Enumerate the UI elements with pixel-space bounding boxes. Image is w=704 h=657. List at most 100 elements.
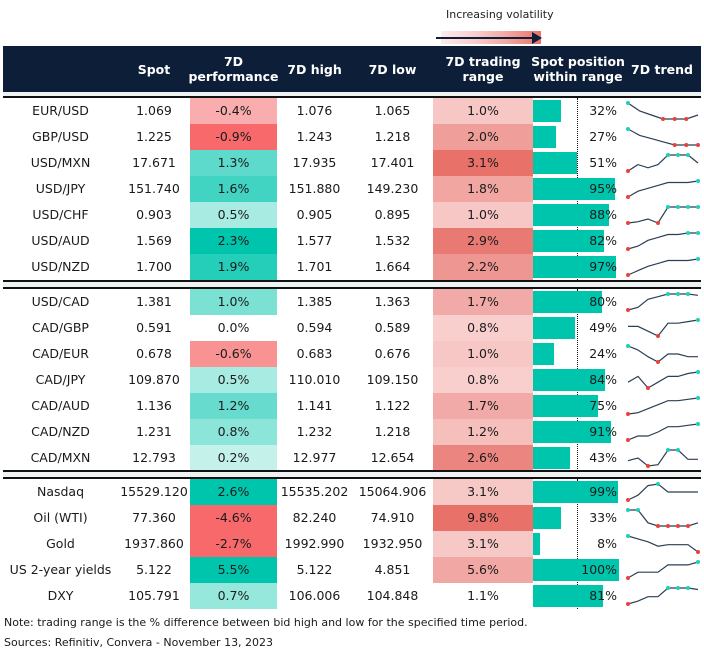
spot-position-bar xyxy=(533,559,619,581)
spot-position-bar xyxy=(533,421,611,443)
performance-value: 0.0% xyxy=(217,320,250,335)
header-7d-high: 7D high xyxy=(277,46,352,92)
spot-position-bar xyxy=(533,291,602,313)
sparkline-path xyxy=(627,397,699,415)
low-value: 15064.906 xyxy=(358,484,427,499)
performance-value: 2.3% xyxy=(217,233,250,248)
high-value: 12.977 xyxy=(292,450,337,465)
high-value: 1.141 xyxy=(296,398,333,413)
trading-range-heat-cell xyxy=(433,557,533,583)
sparkline-low-point xyxy=(666,524,670,528)
sparkline-high-point xyxy=(676,205,680,209)
low-value: 0.589 xyxy=(374,320,411,335)
performance-value: 1.3% xyxy=(217,155,250,170)
section-divider xyxy=(3,470,701,472)
spot-value: 77.360 xyxy=(132,510,176,525)
performance-heat-cell xyxy=(190,150,277,176)
low-value: 0.895 xyxy=(374,207,411,222)
trend-sparkline xyxy=(626,101,699,121)
sparkline-high-point xyxy=(666,292,670,296)
performance-value: -0.9% xyxy=(215,129,252,144)
trend-sparkline xyxy=(626,534,700,554)
spot-value: 1.136 xyxy=(136,398,172,413)
sparkline-high-point xyxy=(686,205,690,209)
header-spot-position-label: Spot position within range xyxy=(531,54,625,84)
performance-value: 2.6% xyxy=(217,484,250,499)
spot-position-bar xyxy=(533,507,561,529)
trading-range-value: 0.8% xyxy=(467,320,499,335)
trading-range-value: 3.1% xyxy=(467,155,499,170)
low-value: 1.532 xyxy=(374,233,411,248)
spot-value: 1.569 xyxy=(136,233,172,248)
table-row: EUR/USD 1.069 -0.4% 1.076 1.065 1.0% 32% xyxy=(3,98,701,124)
trading-range-heat-cell xyxy=(433,531,533,557)
sparkline-path xyxy=(627,102,699,120)
high-value: 82.240 xyxy=(292,510,337,525)
low-value: 12.654 xyxy=(370,450,415,465)
trading-range-heat-cell xyxy=(433,445,533,471)
trading-range-value: 3.1% xyxy=(467,536,499,551)
low-value: 109.150 xyxy=(366,372,419,387)
trading-range-value: 1.8% xyxy=(467,181,499,196)
arrow-head-icon xyxy=(532,32,542,44)
trend-sparkline xyxy=(626,231,700,251)
low-value: 104.848 xyxy=(366,588,419,603)
sparkline-low-point xyxy=(646,386,650,390)
trading-range-value: 5.6% xyxy=(467,562,499,577)
performance-value: 1.6% xyxy=(217,181,250,196)
sparkline-low-point xyxy=(684,117,689,121)
spot-position-value: 91% xyxy=(589,424,617,439)
trading-range-value: 1.0% xyxy=(467,103,499,118)
low-value: 1.218 xyxy=(374,129,411,144)
spot-position-bar xyxy=(533,481,618,503)
high-value: 15535.202 xyxy=(280,484,349,499)
spot-position-bar xyxy=(533,178,615,200)
performance-value: 1.9% xyxy=(217,259,250,274)
instrument-name: USD/MXN xyxy=(30,155,91,170)
trading-range-heat-cell xyxy=(433,176,533,202)
sparkline-high-point xyxy=(696,370,700,374)
performance-heat-cell xyxy=(190,583,277,609)
section-divider xyxy=(3,477,701,479)
header-7d-trend: 7D trend xyxy=(623,46,701,92)
spot-value: 0.591 xyxy=(136,320,172,335)
trading-range-value: 1.1% xyxy=(467,588,499,603)
instrument-name: CAD/JPY xyxy=(35,372,86,387)
trading-range-value: 3.1% xyxy=(467,484,499,499)
sparkline-high-point xyxy=(656,482,660,486)
high-value: 110.010 xyxy=(288,372,341,387)
sparkline-path xyxy=(627,206,698,224)
instrument-name: USD/AUD xyxy=(31,233,90,248)
instrument-name: USD/CHF xyxy=(32,207,89,222)
sparkline-low-point xyxy=(646,464,650,468)
table-row: USD/CHF 0.903 0.5% 0.905 0.895 1.0% 88% xyxy=(3,202,701,228)
trading-range-heat-cell xyxy=(433,150,533,176)
sparkline-high-point xyxy=(696,231,700,235)
performance-heat-cell xyxy=(190,202,277,228)
trading-range-value: 1.2% xyxy=(467,424,499,439)
trend-sparkline xyxy=(626,127,700,147)
range-midpoint-line xyxy=(577,479,578,609)
sparkline-path xyxy=(627,371,699,389)
sparkline-high-point xyxy=(626,344,630,348)
trading-range-value: 0.8% xyxy=(467,372,499,387)
trend-sparkline xyxy=(627,448,698,468)
trading-range-value: 2.6% xyxy=(467,450,499,465)
table-header: Spot 7D performance 7D high 7D low 7D tr… xyxy=(3,46,701,92)
sparkline-low-point xyxy=(626,273,630,277)
table-row: US 2-year yields 5.122 5.5% 5.122 4.851 5.6% 1… xyxy=(3,557,701,583)
low-value: 0.676 xyxy=(374,346,411,361)
sparkline-low-point xyxy=(656,221,660,225)
sparkline-path xyxy=(627,180,699,198)
sparkline-high-point xyxy=(686,231,690,235)
low-value: 1.218 xyxy=(374,424,411,439)
low-value: 74.910 xyxy=(370,510,415,525)
instrument-name: US 2-year yields xyxy=(9,562,112,577)
section-divider xyxy=(3,280,701,282)
spot-value: 12.793 xyxy=(132,450,176,465)
section-gap xyxy=(3,471,701,479)
trend-sparkline xyxy=(626,257,700,277)
sparkline-low-point xyxy=(656,334,660,338)
sparkline-path xyxy=(627,128,698,146)
performance-value: 5.5% xyxy=(217,562,250,577)
